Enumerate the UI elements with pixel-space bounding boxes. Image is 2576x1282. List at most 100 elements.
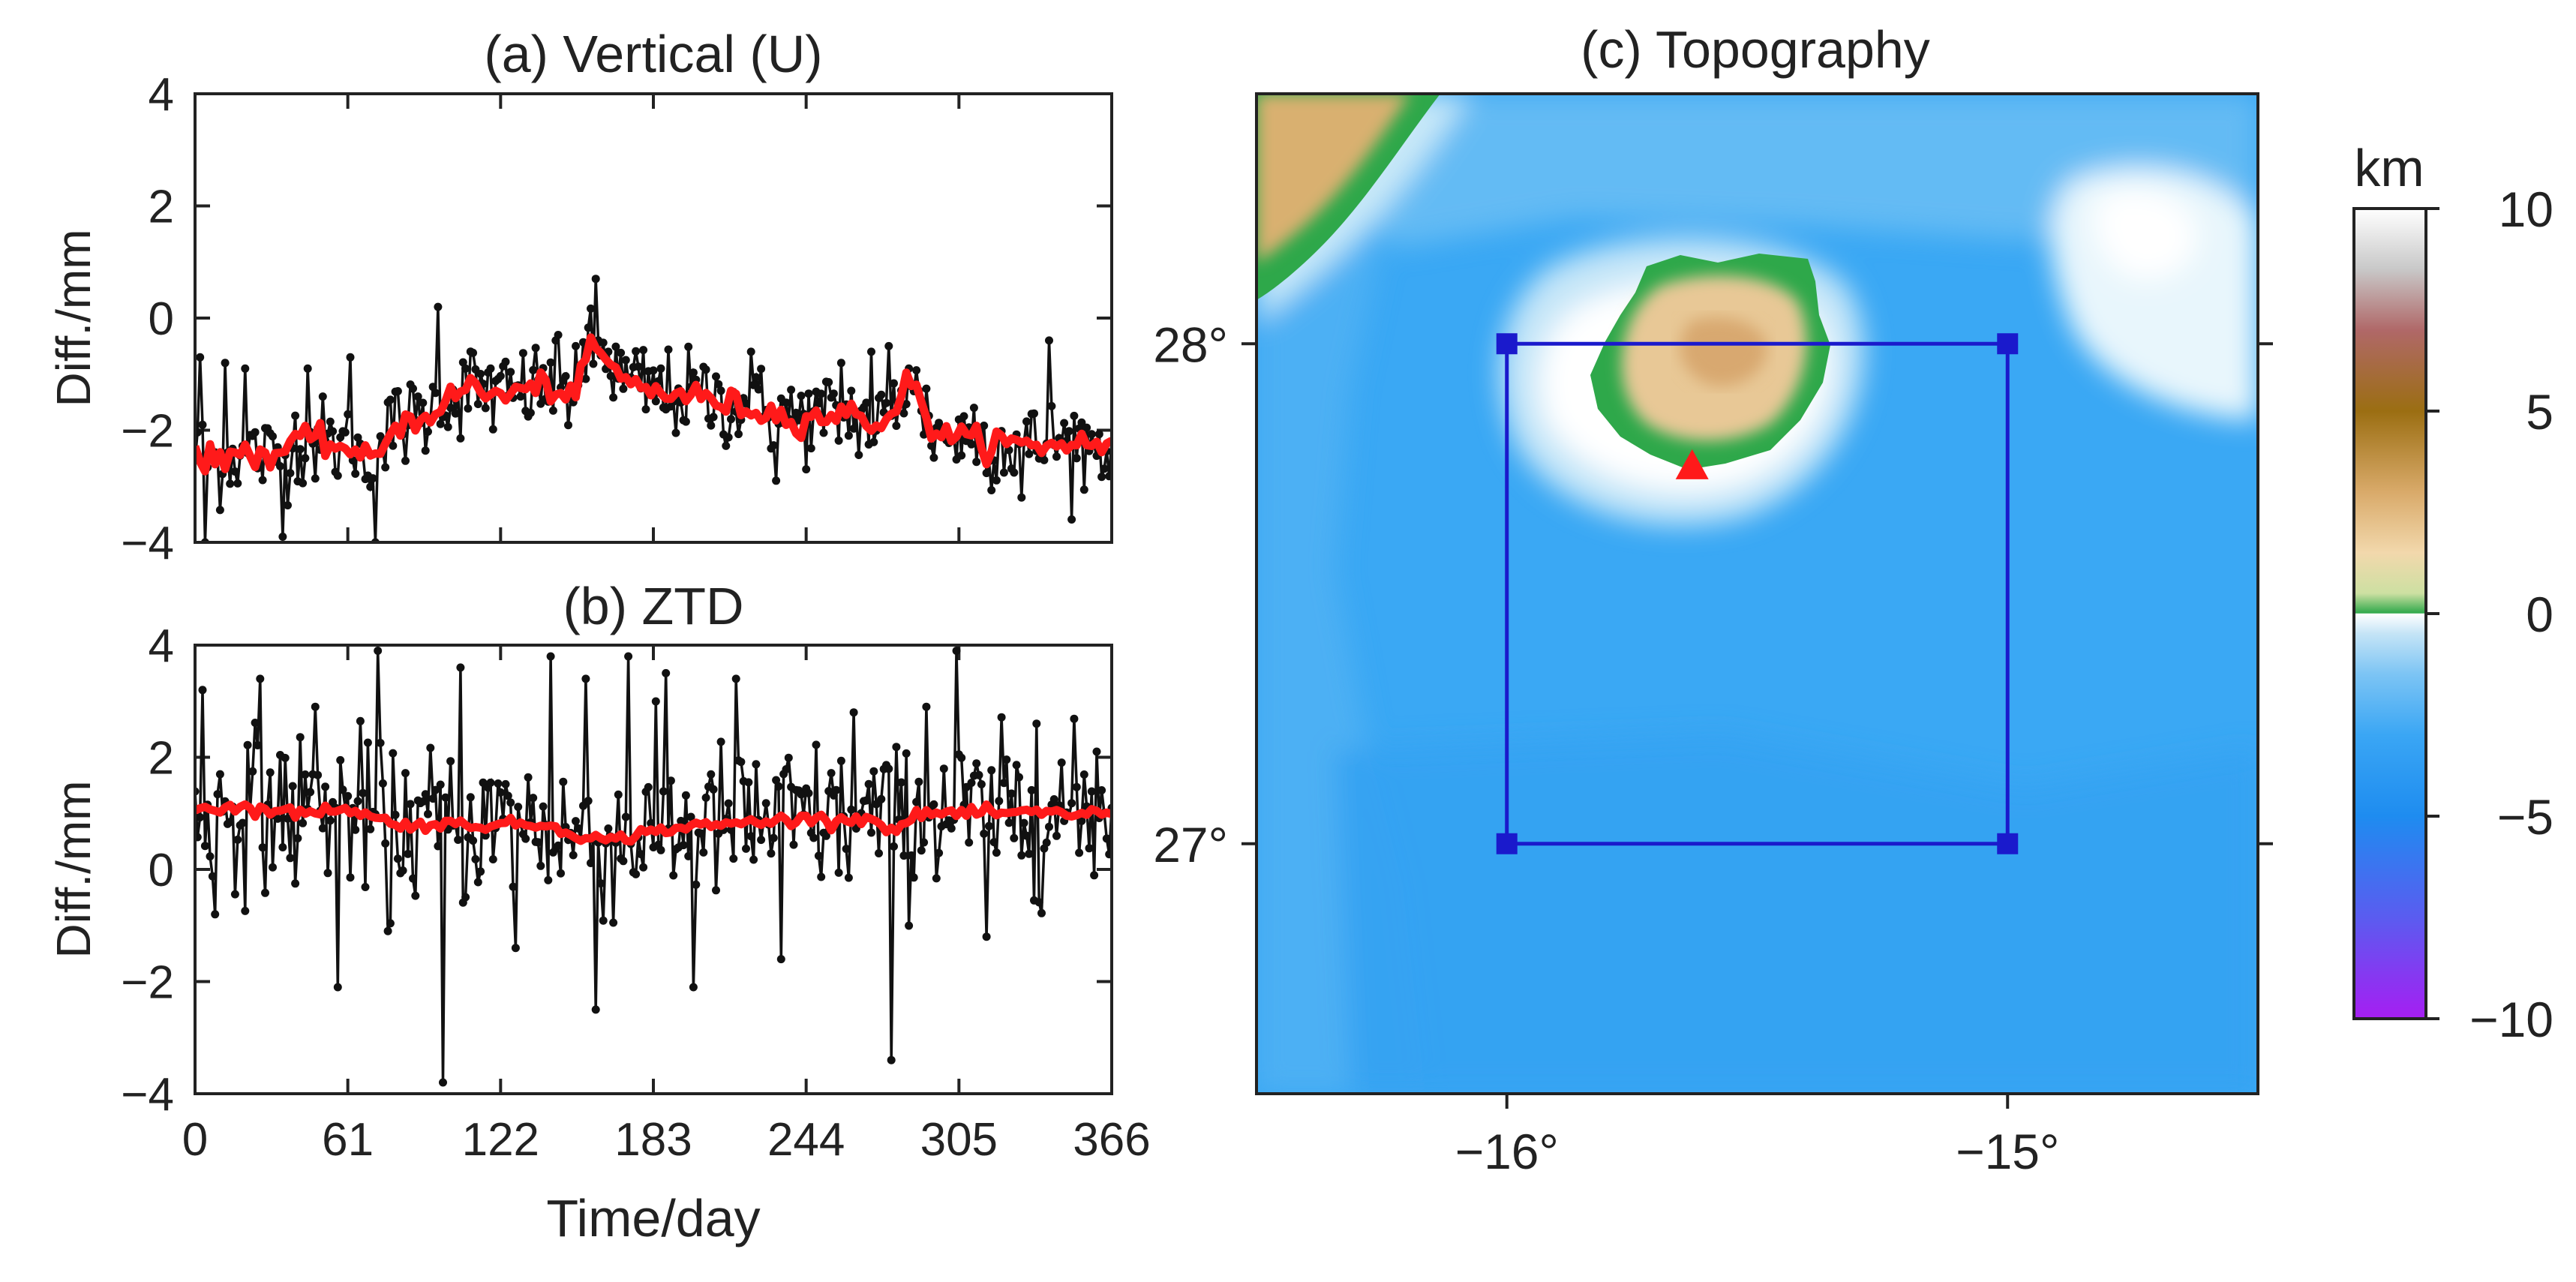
daily-point [1105, 472, 1112, 481]
daily-point [957, 451, 966, 460]
daily-point [363, 738, 372, 747]
daily-point [1012, 761, 1021, 770]
panel-a: (a) Vertical (U) Diff./mm −4 −2 0 2 4 [47, 25, 1113, 569]
daily-point [419, 398, 428, 407]
daily-point [776, 955, 785, 964]
daily-point [1002, 755, 1011, 764]
daily-point [742, 399, 750, 408]
daily-point [619, 384, 628, 393]
daily-point [1097, 473, 1106, 482]
daily-point [278, 533, 287, 541]
daily-point [724, 433, 733, 442]
ytick-label: −4 [121, 1069, 174, 1121]
daily-point [599, 338, 608, 347]
daily-point [314, 770, 323, 779]
daily-point [557, 869, 565, 878]
colorbar-tick-label: −5 [2497, 789, 2553, 845]
daily-point [269, 863, 277, 872]
daily-point [737, 758, 746, 767]
daily-point [992, 848, 1001, 857]
daily-point [875, 849, 883, 857]
daily-point [624, 652, 633, 661]
daily-point [419, 797, 428, 806]
daily-point [200, 842, 209, 851]
daily-point [386, 919, 395, 928]
daily-point [393, 854, 402, 863]
daily-point [724, 799, 733, 808]
daily-point [712, 372, 720, 381]
daily-point [511, 944, 520, 953]
daily-point [1027, 785, 1036, 794]
daily-point [1090, 871, 1099, 880]
daily-point [632, 347, 641, 356]
daily-point [496, 371, 505, 380]
daily-point [927, 441, 936, 450]
daily-point [196, 813, 205, 821]
daily-point [769, 441, 778, 450]
daily-point [812, 740, 821, 749]
daily-point [456, 663, 465, 672]
daily-point [481, 404, 490, 413]
daily-point [947, 824, 956, 833]
map-deep-band-south [1335, 735, 2258, 1094]
daily-point [353, 433, 362, 442]
daily-point [867, 347, 875, 356]
daily-point [772, 776, 781, 785]
daily-point [789, 840, 798, 849]
daily-point [529, 794, 538, 803]
daily-point [215, 770, 224, 779]
daily-point [692, 880, 701, 889]
daily-point [383, 926, 392, 935]
daily-point [917, 846, 926, 855]
daily-point [454, 836, 463, 844]
daily-point [999, 468, 1008, 477]
xtick-label: 366 [1073, 1114, 1150, 1166]
daily-point [596, 879, 605, 888]
daily-point [649, 366, 658, 375]
daily-point [381, 839, 390, 848]
daily-point [261, 888, 269, 897]
daily-point [506, 798, 515, 807]
daily-point [977, 780, 986, 788]
daily-point [1072, 782, 1081, 791]
daily-point [1102, 834, 1111, 843]
daily-point [709, 413, 718, 422]
topography-map [1256, 94, 2258, 1094]
daily-point [681, 417, 690, 426]
daily-point [905, 921, 914, 930]
daily-point [301, 770, 310, 779]
daily-point [584, 797, 593, 806]
daily-point [1030, 409, 1038, 418]
daily-point [404, 849, 413, 858]
ytick-label: −2 [121, 406, 174, 458]
panel-b: (b) ZTD Diff./mm Time/day −4 −2 0 2 4 0 61 122 1… [47, 577, 1151, 1247]
daily-point [689, 983, 698, 992]
daily-point [902, 400, 911, 409]
daily-point [591, 275, 600, 284]
daily-point [1017, 493, 1026, 502]
daily-point [281, 753, 290, 762]
daily-point [749, 855, 758, 864]
daily-point [929, 453, 938, 462]
daily-point [1072, 454, 1081, 463]
daily-point [731, 674, 740, 683]
panel-b-frame [194, 644, 1113, 1095]
daily-point [797, 790, 806, 799]
daily-point [817, 872, 826, 881]
daily-point [195, 833, 202, 842]
daily-point [344, 791, 353, 800]
map-frame [1255, 92, 2259, 1095]
station-marker [1675, 449, 1709, 479]
daily-point [439, 1078, 447, 1087]
daily-point [248, 767, 257, 776]
daily-point [639, 346, 648, 355]
daily-point [276, 462, 284, 470]
daily-point [1067, 515, 1076, 524]
daily-point [707, 421, 716, 430]
daily-point [524, 773, 533, 782]
daily-point [351, 470, 360, 478]
daily-point [1077, 418, 1086, 427]
daily-point [451, 409, 460, 418]
daily-point [1105, 850, 1112, 859]
